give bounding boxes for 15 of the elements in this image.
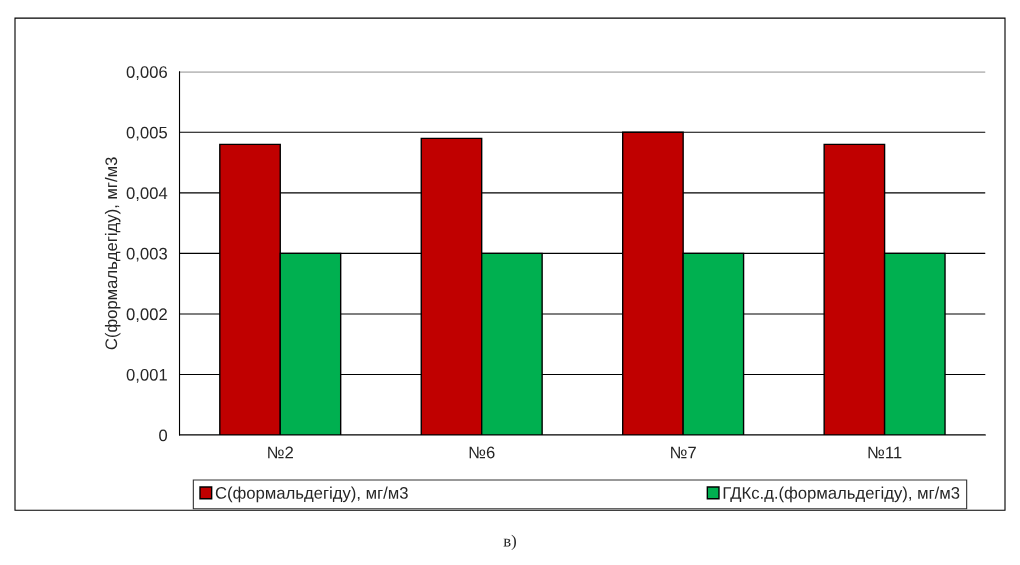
y-tick-label: 0,006	[126, 66, 167, 80]
y-axis-title: С(формальдегіду), мг/м3	[104, 157, 121, 350]
y-tick-label: 0	[159, 429, 168, 442]
y-tick-label: 0,003	[126, 247, 167, 262]
text: в)	[503, 534, 516, 550]
x-tick-label: №6	[469, 446, 495, 459]
legend-label: ГДКс.д.(формальдегіду), мг/м3	[723, 486, 960, 503]
y-tick-label: 0,002	[126, 308, 167, 323]
legend-label: С(формальдегіду), мг/м3	[215, 486, 408, 503]
x-tick-label: №7	[671, 446, 696, 459]
y-tick-label: 0,005	[126, 126, 168, 141]
y-tick-label: 0,001	[126, 368, 167, 383]
y-tick-label: 0,004	[126, 187, 168, 202]
x-tick-label: №11	[868, 446, 902, 459]
x-tick-label: №2	[268, 446, 293, 459]
